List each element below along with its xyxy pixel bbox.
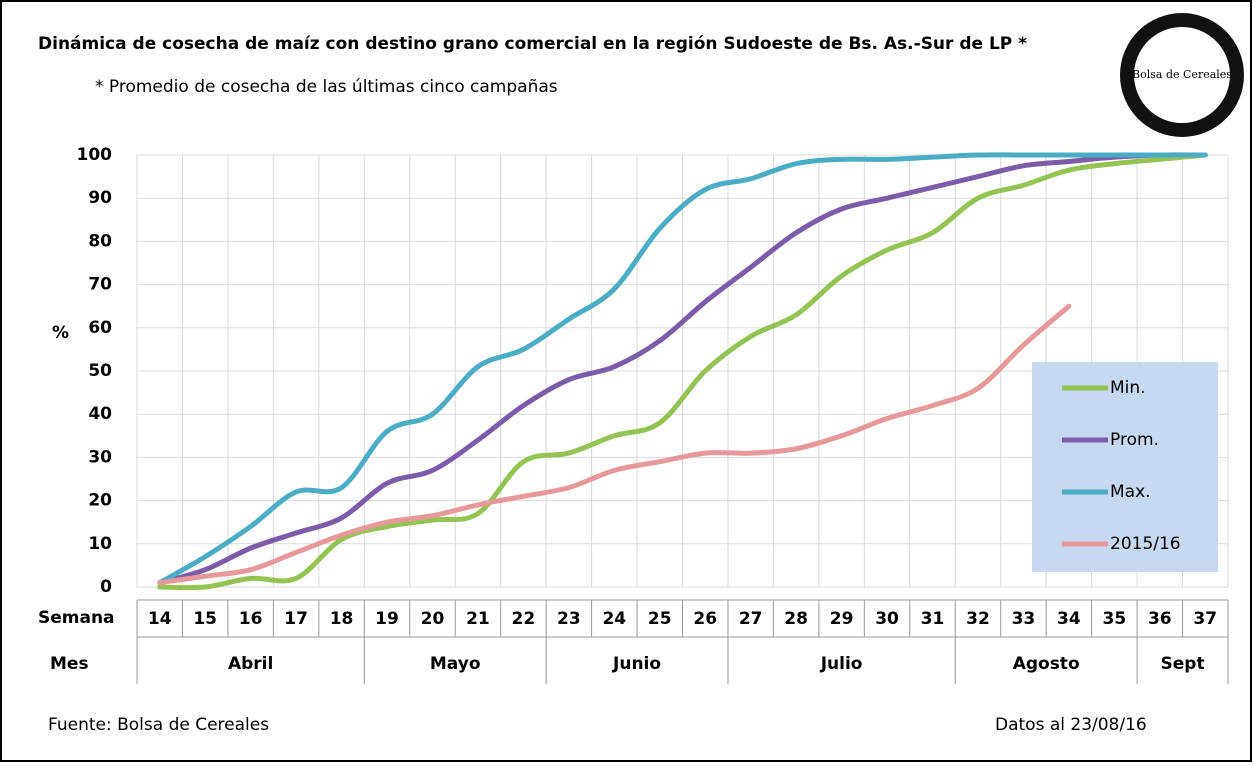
month-label: Junio <box>612 654 661 674</box>
y-tick-label: 20 <box>88 491 112 511</box>
month-label: Sept <box>1161 654 1205 674</box>
month-label: Julio <box>820 654 863 674</box>
x-tick-label: 32 <box>966 609 990 629</box>
x-tick-label: 34 <box>1057 609 1081 629</box>
x-tick-label: 22 <box>512 609 536 629</box>
x-tick-label: 35 <box>1103 609 1127 629</box>
logo: Bolsa de Cereales <box>1120 13 1244 137</box>
x-tick-label: 28 <box>784 609 808 629</box>
x-tick-label: 24 <box>602 609 626 629</box>
legend-label: 2015/16 <box>1110 534 1181 554</box>
legend-box <box>1032 362 1218 572</box>
x-tick-label: 18 <box>330 609 354 629</box>
month-label: Mayo <box>430 654 481 674</box>
x-tick-label: 16 <box>239 609 263 629</box>
x-axis-label: Semana <box>38 608 115 628</box>
y-tick-label: 0 <box>100 577 112 597</box>
x-tick-label: 23 <box>557 609 581 629</box>
month-axis-label: Mes <box>50 654 89 674</box>
x-tick-label: 15 <box>193 609 217 629</box>
y-tick-label: 60 <box>88 318 112 338</box>
y-tick-label: 80 <box>88 231 112 251</box>
date-note: Datos al 23/08/16 <box>995 715 1147 735</box>
x-tick-label: 19 <box>375 609 399 629</box>
x-tick-label: 14 <box>148 609 172 629</box>
month-label: Agosto <box>1013 654 1080 674</box>
y-tick-label: 100 <box>77 145 113 165</box>
y-tick-label: 70 <box>88 275 112 295</box>
series-line <box>157 303 1072 586</box>
legend-label: Min. <box>1110 378 1146 398</box>
legend: Min. Prom. Max. 2015/16 <box>1032 362 1218 572</box>
source: Fuente: Bolsa de Cereales <box>48 715 269 735</box>
y-tick-label: 50 <box>88 361 112 381</box>
x-tick-label: 21 <box>466 609 490 629</box>
chart-subtitle: * Promedio de cosecha de las últimas cin… <box>95 77 558 97</box>
series-line <box>157 152 1208 586</box>
x-tick-label: 37 <box>1193 609 1217 629</box>
x-tick-label: 25 <box>648 609 672 629</box>
y-tick-label: 30 <box>88 447 112 467</box>
y-tick-label: 40 <box>88 404 112 424</box>
x-tick-label: 27 <box>739 609 763 629</box>
logo-text: Bolsa de Cereales <box>1132 68 1232 81</box>
x-tick-label: 33 <box>1012 609 1036 629</box>
y-tick-label: 10 <box>88 534 112 554</box>
x-tick-label: 26 <box>693 609 717 629</box>
series-line <box>157 152 1208 586</box>
logo-inner <box>1134 27 1230 123</box>
legend-label: Max. <box>1110 482 1151 502</box>
x-tick-label: 17 <box>284 609 308 629</box>
x-tick-label: 20 <box>421 609 445 629</box>
month-label: Abril <box>228 654 273 674</box>
y-tick-label: 90 <box>88 188 112 208</box>
x-tick-label: 36 <box>1148 609 1172 629</box>
y-axis-label: % <box>52 323 69 343</box>
x-tick-label: 29 <box>830 609 854 629</box>
x-tick-label: 30 <box>875 609 899 629</box>
chart-title: Dinámica de cosecha de maíz con destino … <box>38 34 1027 54</box>
legend-label: Prom. <box>1110 430 1159 450</box>
series-line <box>157 152 1208 591</box>
x-tick-label: 31 <box>921 609 945 629</box>
